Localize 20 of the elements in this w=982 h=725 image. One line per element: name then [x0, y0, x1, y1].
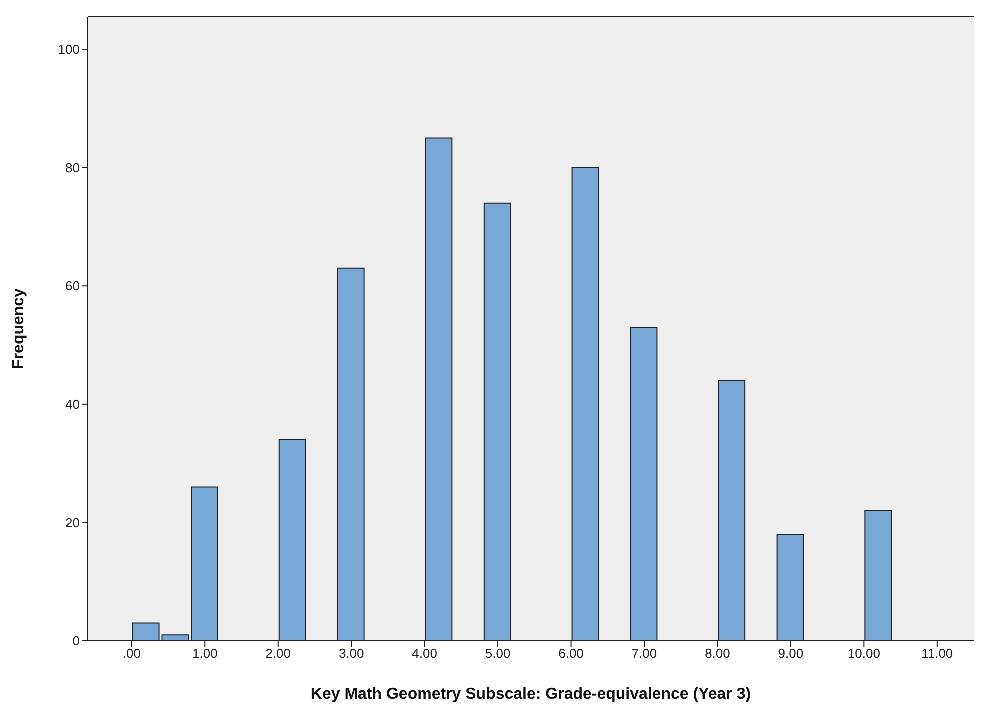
x-tick-label: 5.00 [485, 646, 511, 662]
x-tick-label: 6.00 [558, 646, 584, 662]
y-tick-label: 20 [66, 515, 80, 530]
x-tick-label: 9.00 [778, 646, 804, 662]
x-tick-label: 2.00 [266, 646, 292, 662]
x-tick-label: 11.00 [922, 646, 954, 662]
y-tick-label: 0 [72, 634, 80, 649]
y-tick-label: 40 [66, 397, 80, 412]
y-tick-label: 60 [66, 278, 80, 294]
x-axis-title: Key Math Geometry Subscale: Grade-equivalence (Year 3) [310, 686, 752, 703]
x-tick-label: 4.00 [412, 646, 438, 662]
x-tick-label: 3.00 [338, 646, 364, 662]
x-tick-label: 7.00 [632, 646, 658, 662]
x-tick-label: 10.00 [848, 646, 880, 662]
y-tick-label: 100 [58, 42, 80, 58]
x-tick-label: 1.00 [192, 646, 218, 662]
y-axis-title: Frequency [10, 288, 28, 370]
x-tick-label: 8.00 [705, 646, 730, 662]
y-tick-label: 80 [66, 160, 80, 176]
x-tick-label: .00 [122, 646, 141, 662]
